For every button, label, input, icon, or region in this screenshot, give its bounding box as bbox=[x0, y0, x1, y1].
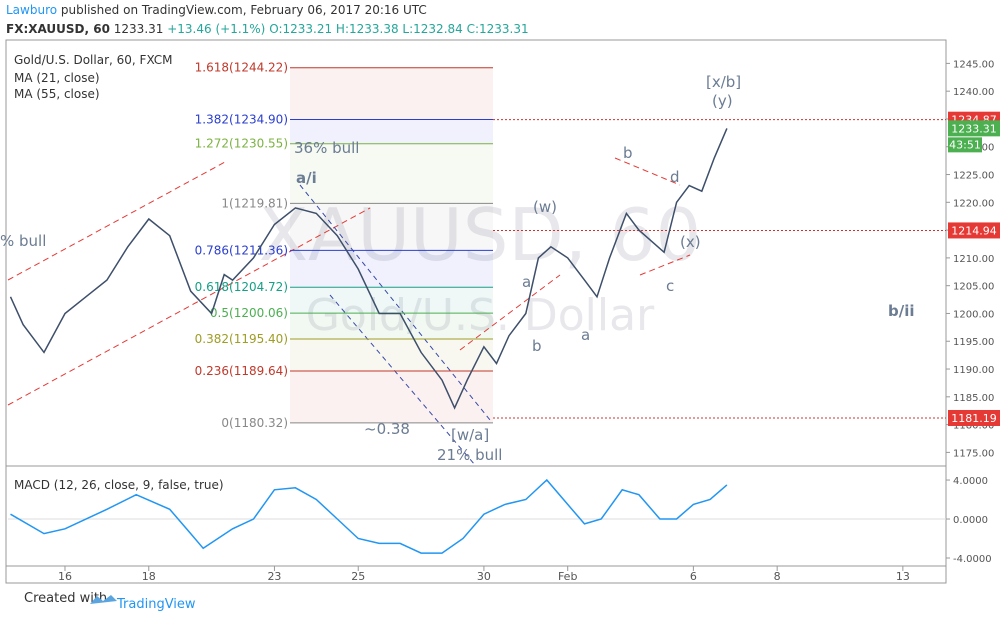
macd-title: MACD (12, 26, close, 9, false, true) bbox=[14, 478, 224, 492]
y-tick-label: 1200.00 bbox=[953, 309, 994, 320]
price-badge bbox=[948, 222, 1000, 239]
series-line bbox=[10, 478, 728, 554]
last-price-badge bbox=[948, 120, 1000, 137]
y-tick-label: 1245.00 bbox=[953, 59, 994, 70]
annotation: b bbox=[532, 337, 542, 355]
header-line: Lawburo published on TradingView.com, Fe… bbox=[6, 3, 427, 17]
annotation: (w) bbox=[533, 198, 557, 216]
channel-line bbox=[459, 274, 561, 351]
y-tick-label: 1220.00 bbox=[953, 198, 994, 209]
fib-label: 0.236(1189.64) bbox=[195, 364, 288, 378]
x-tick-label: Feb bbox=[558, 570, 577, 583]
y-tick-label: -4.0000 bbox=[953, 554, 992, 565]
watermark: Gold/U.S. Dollar bbox=[306, 290, 655, 341]
fib-label: 0.5(1200.06) bbox=[210, 306, 288, 320]
fib-label: 1.272(1230.55) bbox=[195, 137, 288, 151]
countdown-badge bbox=[948, 137, 982, 153]
channel-line bbox=[7, 207, 371, 406]
logo bbox=[90, 595, 117, 604]
y-tick-label: 4.0000 bbox=[953, 476, 988, 487]
fib-zone bbox=[290, 287, 493, 314]
fib-zone bbox=[290, 371, 493, 423]
channel-line bbox=[7, 161, 226, 281]
published: published on TradingView.com, February 0… bbox=[61, 3, 427, 17]
x-tick-label: 8 bbox=[774, 570, 781, 583]
annotation: b/ii bbox=[888, 302, 915, 320]
symbol: FX:XAUUSD, 60 bbox=[6, 22, 110, 36]
background-layer: XAUUSD, 60 Gold/U.S. Dollar bbox=[8, 67, 946, 520]
price-badge bbox=[948, 409, 1000, 426]
ohlc: O:1233.21 H:1233.38 L:1232.84 C:1233.31 bbox=[269, 22, 528, 36]
x-tick-label: 25 bbox=[351, 570, 365, 583]
series-line bbox=[9, 128, 728, 410]
fib-label: 0.618(1204.72) bbox=[195, 280, 288, 294]
annotation: a bbox=[581, 326, 590, 344]
channel-line bbox=[329, 294, 476, 466]
x-tick-label: 18 bbox=[142, 570, 156, 583]
x-tick-label: 13 bbox=[896, 570, 910, 583]
fib-label: 1(1219.81) bbox=[221, 196, 288, 210]
x-tick-label: 16 bbox=[58, 570, 72, 583]
annotation: 36% bull bbox=[294, 139, 359, 157]
annotation: (x) bbox=[680, 233, 701, 251]
author: Lawburo bbox=[6, 3, 57, 17]
annotation: d bbox=[670, 168, 680, 186]
annotation: [x/b] bbox=[706, 73, 741, 91]
last: 1233.31 bbox=[114, 22, 164, 36]
annotation: 21% bull bbox=[437, 446, 502, 464]
y-tick-label: 1190.00 bbox=[953, 365, 994, 376]
annotation: (y) bbox=[712, 92, 733, 110]
chart-title: Gold/U.S. Dollar, 60, FXCM bbox=[14, 53, 173, 67]
x-tick-label: 6 bbox=[690, 570, 697, 583]
fib-zone bbox=[290, 250, 493, 288]
fib-label: 1.382(1234.90) bbox=[195, 113, 288, 127]
price-badge-label: 1181.19 bbox=[951, 412, 997, 425]
annotation: b bbox=[623, 144, 633, 162]
channels bbox=[7, 157, 691, 406]
y-tick-label: 1180.00 bbox=[953, 421, 994, 432]
y-tick-label: 1185.00 bbox=[953, 393, 994, 404]
fib-zone bbox=[290, 119, 493, 144]
channel-line bbox=[639, 254, 691, 276]
y-tick-label: 1225.00 bbox=[953, 171, 994, 182]
fib-label: 0(1180.32) bbox=[221, 416, 288, 430]
fib-label: 1.618(1244.22) bbox=[195, 61, 288, 75]
y-tick-label: 1205.00 bbox=[953, 282, 994, 293]
y-tick-label: 1195.00 bbox=[953, 337, 994, 348]
change: +13.46 (+1.1%) bbox=[167, 22, 265, 36]
annotation: ~0.38 bbox=[364, 420, 410, 438]
annotation: a/i bbox=[296, 169, 317, 187]
footer-brand[interactable]: TradingView bbox=[116, 597, 196, 612]
fib-zone bbox=[290, 67, 493, 120]
fib-zone bbox=[290, 203, 493, 251]
y-tick-label: 1240.00 bbox=[953, 87, 994, 98]
x-tick-label: 23 bbox=[267, 570, 281, 583]
channels-blue bbox=[299, 184, 491, 466]
fib-zone bbox=[290, 313, 493, 340]
fib-label: 0.786(1211.36) bbox=[195, 243, 288, 257]
fib-zone bbox=[290, 143, 493, 204]
last-price-label: 1233.31 bbox=[951, 122, 997, 135]
price-badge-label: 1214.94 bbox=[951, 224, 997, 237]
indicator-legend: MA (55, close) bbox=[14, 87, 100, 101]
fib-label: 0.382(1195.40) bbox=[195, 332, 288, 346]
x-tick-label: 30 bbox=[477, 570, 491, 583]
countdown: 43:51 bbox=[949, 138, 981, 151]
symbol-line: FX:XAUUSD, 60 1233.31 +13.46 (+1.1%) O:1… bbox=[6, 22, 529, 36]
indicator-legend: MA (21, close) bbox=[14, 71, 100, 85]
y-tick-label: 1175.00 bbox=[953, 448, 994, 459]
y-tick-label: 1210.00 bbox=[953, 254, 994, 265]
y-tick-label: 0.0000 bbox=[953, 515, 988, 526]
footer-created: Created with bbox=[24, 591, 107, 606]
watermark: XAUUSD, 60 bbox=[259, 193, 702, 277]
annotation: c bbox=[666, 277, 674, 295]
annotation: a bbox=[522, 273, 531, 291]
annotation: % bull bbox=[0, 232, 46, 250]
fib-zone bbox=[290, 339, 493, 372]
channel-line bbox=[614, 157, 681, 186]
annotation: [w/a] bbox=[451, 426, 489, 444]
